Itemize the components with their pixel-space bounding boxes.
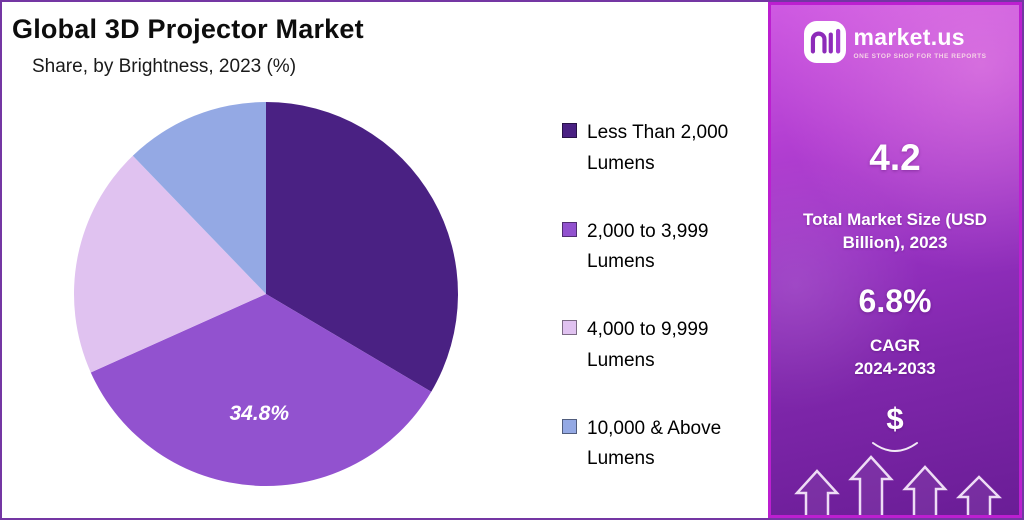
hand-sketch-icon <box>872 442 918 452</box>
market-size-label: Total Market Size (USD Billion), 2023 <box>803 210 987 252</box>
legend-item: Less Than 2,000 Lumens <box>562 118 728 180</box>
legend-item: 10,000 & Above Lumens <box>562 414 728 476</box>
growth-arrows-icon <box>794 455 1003 515</box>
chart-area: Global 3D Projector Market Share, by Bri… <box>2 2 768 518</box>
slice-value-label: 34.8% <box>229 402 289 425</box>
legend: Less Than 2,000 Lumens 2,000 to 3,999 Lumen… <box>562 118 728 475</box>
pie-slice-1 <box>266 102 459 392</box>
legend-swatch <box>562 123 577 138</box>
legend-label: 10,000 & Above Lumens <box>587 417 722 470</box>
pie-chart: 34.8% <box>70 98 462 490</box>
legend-label: 4,000 to 9,999 Lumens <box>587 319 709 371</box>
chart-subtitle: Share, by Brightness, 2023 (%) <box>32 56 297 77</box>
cagr-label-line2: 2024-2033 <box>854 358 936 378</box>
market-us-logo-icon <box>803 21 846 63</box>
dollar-icon: $ <box>771 401 1019 457</box>
chart-title: Global 3D Projector Market <box>12 14 364 44</box>
legend-item: 4,000 to 9,999 Lumens <box>562 315 728 377</box>
legend-swatch <box>562 320 577 336</box>
dollar-symbol: $ <box>886 401 904 436</box>
cagr-value: 6.8% <box>858 283 932 319</box>
pie-slice-3 <box>74 155 266 373</box>
brand-tagline: ONE STOP SHOP FOR THE REPORTS <box>853 53 987 60</box>
brand-name: market.us <box>853 24 965 50</box>
legend-label: 2,000 to 3,999 Lumens <box>587 220 709 273</box>
brand-text-block: market.us ONE STOP SHOP FOR THE REPORTS <box>854 24 987 60</box>
legend-swatch <box>562 418 577 434</box>
pie-chart-svg: 34.8% <box>74 102 459 487</box>
legend-swatch <box>562 221 577 237</box>
market-size-value: 4.2 <box>869 137 921 178</box>
pie-slice-2 <box>90 294 432 487</box>
brand-sidebar: market.us ONE STOP SHOP FOR THE REPORTS … <box>768 2 1022 518</box>
cagr-label: CAGR 2024-2033 <box>771 335 1019 381</box>
cagr-label-line1: CAGR <box>869 336 921 355</box>
pie-slice-4 <box>132 102 266 294</box>
brand-logo: market.us ONE STOP SHOP FOR THE REPORTS <box>771 21 1019 63</box>
legend-label: Less Than 2,000 Lumens <box>587 122 729 174</box>
legend-item: 2,000 to 3,999 Lumens <box>562 217 728 279</box>
